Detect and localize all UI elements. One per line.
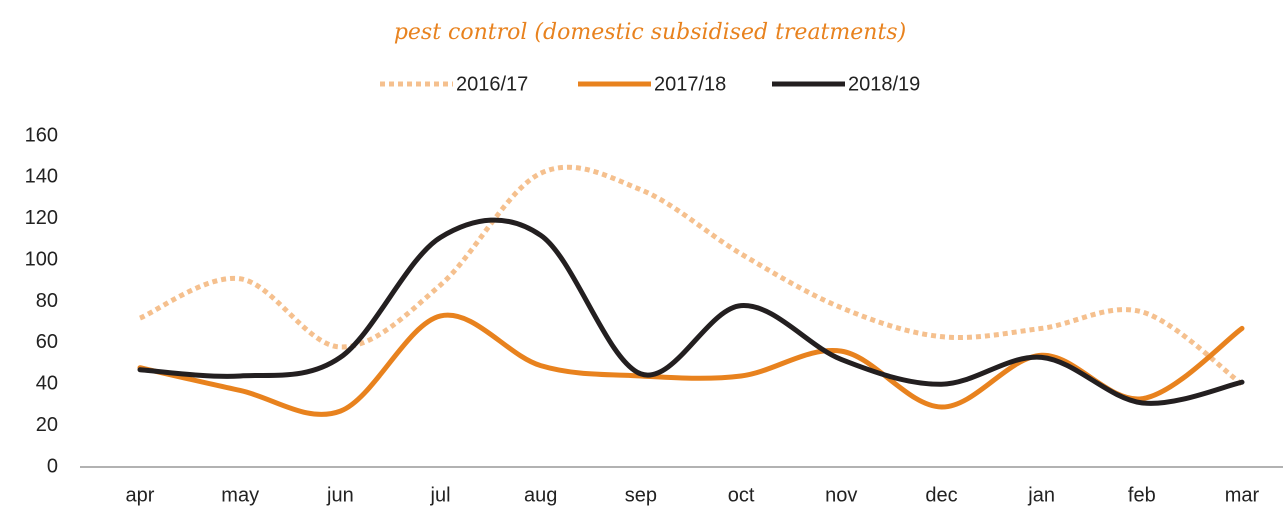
line-series (137, 312, 1245, 417)
y-tick-label: 40 (36, 373, 58, 395)
x-tick-label: jul (430, 484, 451, 506)
x-tick-label: mar (1225, 484, 1260, 506)
x-tick-label: apr (126, 484, 155, 506)
chart-title: pest control (domestic subsidised treatm… (394, 20, 906, 45)
x-tick-label: dec (925, 484, 957, 506)
x-tick-label: jun (326, 484, 354, 506)
y-tick-label: 60 (36, 331, 58, 353)
line-series (138, 164, 1244, 387)
x-tick-label: nov (825, 484, 857, 506)
legend-label: 2018/19 (848, 73, 920, 95)
y-tick-label: 20 (36, 414, 58, 436)
x-tick-label: feb (1128, 484, 1156, 506)
line-series (137, 217, 1245, 406)
x-tick-label: sep (625, 484, 657, 506)
x-tick-label: aug (524, 484, 557, 506)
y-tick-label: 140 (25, 166, 58, 188)
x-tick-label: oct (728, 484, 755, 506)
y-tick-label: 100 (25, 248, 58, 270)
y-tick-label: 80 (36, 290, 58, 312)
y-tick-label: 0 (47, 455, 58, 477)
legend-label: 2017/18 (654, 73, 726, 95)
y-tick-label: 160 (25, 124, 58, 146)
y-tick-label: 120 (25, 207, 58, 229)
x-tick-label: jan (1027, 484, 1055, 506)
x-tick-label: may (221, 484, 259, 506)
legend-label: 2016/17 (456, 73, 528, 95)
